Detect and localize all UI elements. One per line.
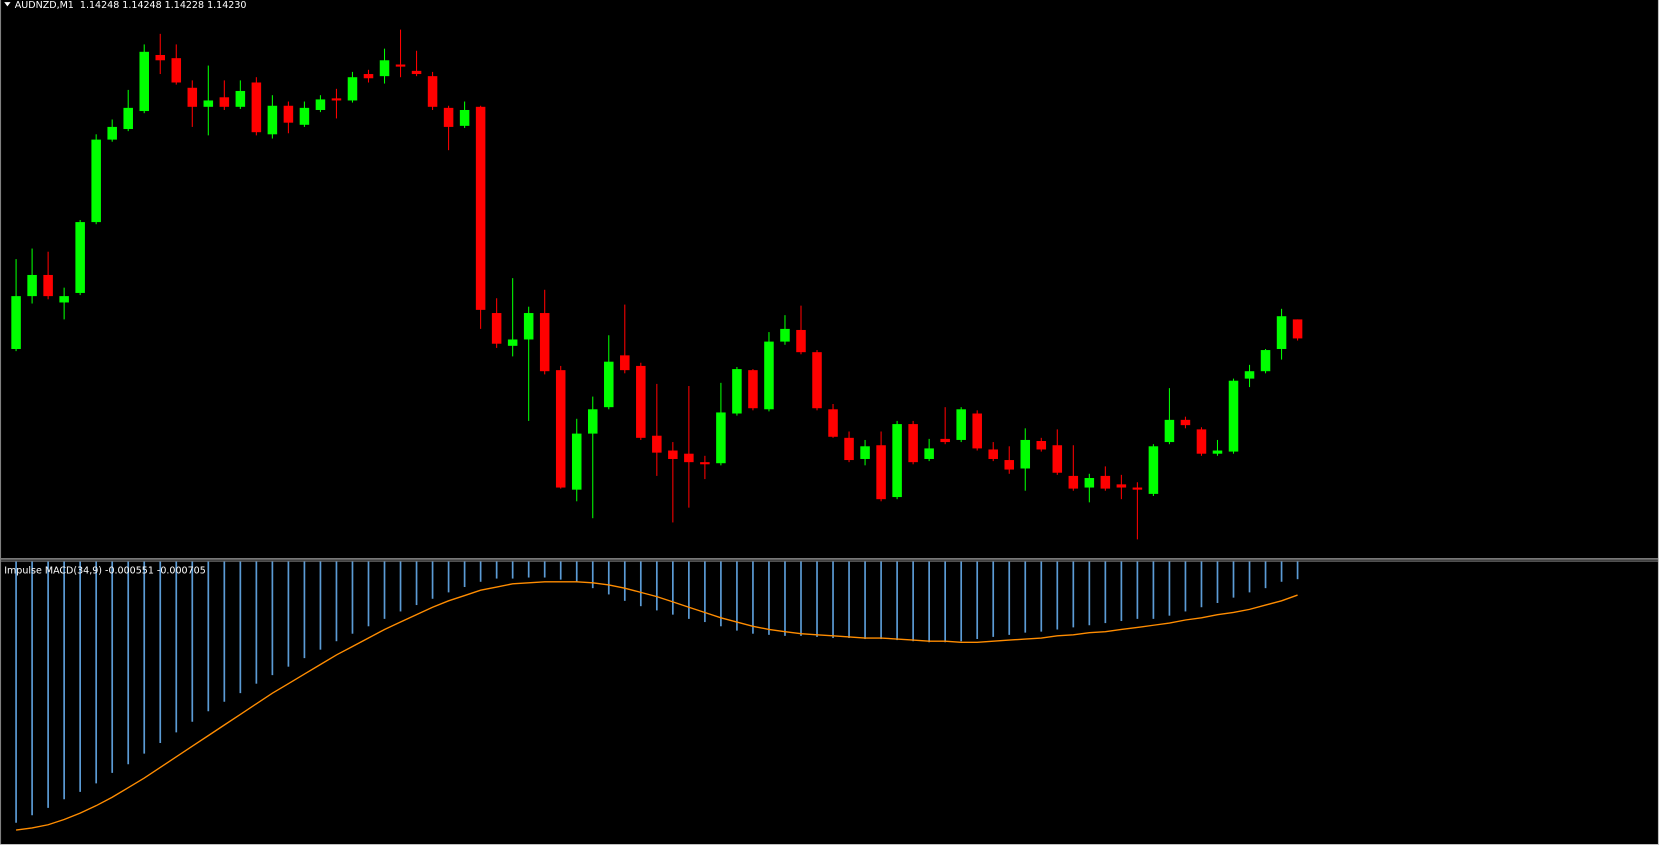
candle-body — [1196, 429, 1207, 454]
candle-body — [956, 409, 966, 440]
candle-body — [395, 64, 406, 67]
candle-body — [636, 365, 646, 438]
candle-body — [716, 412, 726, 464]
candle-body — [1180, 419, 1191, 426]
candle-body — [507, 339, 518, 346]
candle-body — [828, 409, 838, 437]
candle-body — [123, 107, 133, 130]
candle-body — [443, 107, 454, 127]
candle-body — [1212, 450, 1223, 454]
candle-body — [972, 413, 982, 449]
candle-body — [219, 97, 230, 107]
candle-body — [1132, 487, 1143, 490]
candle-body — [43, 274, 53, 297]
candle-body — [1228, 380, 1239, 452]
candle-body — [940, 438, 950, 443]
candle-body — [1100, 475, 1111, 489]
candle-body — [555, 370, 566, 488]
candle-body — [1292, 319, 1303, 339]
candle-body — [283, 105, 294, 123]
candle-body — [27, 274, 37, 297]
candle-body — [892, 424, 902, 498]
candle-body — [604, 361, 614, 408]
candle-body — [780, 328, 790, 342]
indicator-header: Impulse MACD(34,9) -0.000551 -0.000705 — [4, 566, 206, 577]
candle-body — [732, 369, 742, 414]
candle-body — [1148, 446, 1159, 494]
chart-header: AUDNZD,M1 1.14248 1.14248 1.14228 1.1423… — [15, 0, 247, 11]
candle-body — [748, 370, 758, 409]
candle-body — [764, 341, 774, 410]
candle-body — [1036, 441, 1047, 450]
candle-body — [235, 90, 246, 107]
candle-body — [668, 450, 678, 459]
candle-body — [620, 355, 630, 371]
candle-body — [523, 313, 534, 340]
candle-body — [812, 352, 822, 409]
candle-body — [107, 126, 117, 140]
candle-body — [363, 74, 374, 79]
candle-body — [187, 87, 198, 107]
candle-body — [652, 435, 662, 453]
candle-body — [1276, 316, 1287, 349]
candle-body — [59, 296, 69, 303]
candle-body — [1020, 439, 1031, 469]
candle-body — [700, 462, 710, 465]
candle-body — [171, 58, 182, 83]
candle-body — [908, 424, 918, 463]
candle-body — [796, 329, 806, 353]
candle-body — [684, 453, 694, 463]
candle-body — [1116, 484, 1127, 488]
candle-body — [876, 445, 886, 500]
candle-body — [155, 54, 166, 61]
candle-body — [1260, 350, 1271, 372]
candle-body — [459, 109, 470, 126]
candle-body — [1084, 478, 1095, 488]
candle-body — [427, 76, 438, 107]
marks — [11, 29, 1303, 831]
signal-line — [15, 581, 1298, 831]
candle-body — [587, 409, 598, 434]
candle-body — [1068, 475, 1079, 489]
candle-body — [475, 106, 486, 310]
candle-body — [860, 446, 870, 459]
candle-body — [844, 437, 854, 461]
candle-body — [988, 449, 998, 459]
candle-body — [347, 77, 358, 101]
candle-body — [379, 60, 390, 77]
candle-body — [1244, 371, 1255, 379]
candle-body — [251, 82, 262, 133]
candle-body — [539, 313, 550, 372]
candle-body — [1164, 419, 1175, 443]
candle-body — [267, 105, 278, 135]
menu-triangle[interactable] — [4, 2, 11, 7]
candle-body — [75, 222, 85, 293]
candle-body — [491, 313, 502, 344]
candle-body — [1004, 460, 1015, 470]
candle-body — [924, 448, 934, 459]
candle-body — [203, 100, 214, 107]
candle-body — [571, 433, 582, 490]
candle-body — [11, 296, 21, 349]
candle-body — [1052, 445, 1063, 473]
candle-body — [331, 98, 342, 101]
candle-body — [91, 139, 101, 223]
candle-body — [299, 107, 310, 125]
candle-body — [315, 99, 326, 110]
candle-body — [139, 51, 149, 112]
candle-body — [411, 70, 422, 75]
